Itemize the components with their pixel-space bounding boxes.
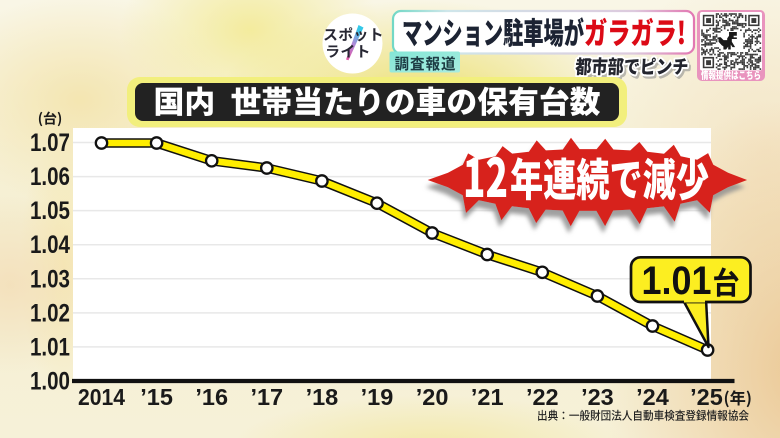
svg-text:1.06: 1.06 [30,163,70,191]
svg-text:1.07: 1.07 [30,129,70,157]
svg-text:’16: ’16 [195,384,228,410]
svg-text:’22: ’22 [526,384,559,410]
svg-text:’20: ’20 [416,384,449,410]
svg-text:1.00: 1.00 [30,368,70,396]
svg-text:1.01: 1.01 [642,259,712,303]
svg-text:1.04: 1.04 [30,231,70,259]
svg-text:1.03: 1.03 [30,265,70,293]
svg-text:’25: ’25 [690,384,723,410]
svg-text:1.01: 1.01 [30,333,70,361]
svg-text:’21: ’21 [471,384,504,410]
svg-text:’23: ’23 [581,384,614,410]
svg-text:’19: ’19 [361,384,394,410]
svg-text:’15: ’15 [140,384,173,410]
svg-text:’17: ’17 [250,384,283,410]
svg-text:’18: ’18 [306,384,339,410]
svg-text:1.05: 1.05 [30,197,70,225]
svg-text:2014: 2014 [78,384,125,410]
svg-text:1.02: 1.02 [30,299,70,327]
svg-text:’24: ’24 [636,384,669,410]
